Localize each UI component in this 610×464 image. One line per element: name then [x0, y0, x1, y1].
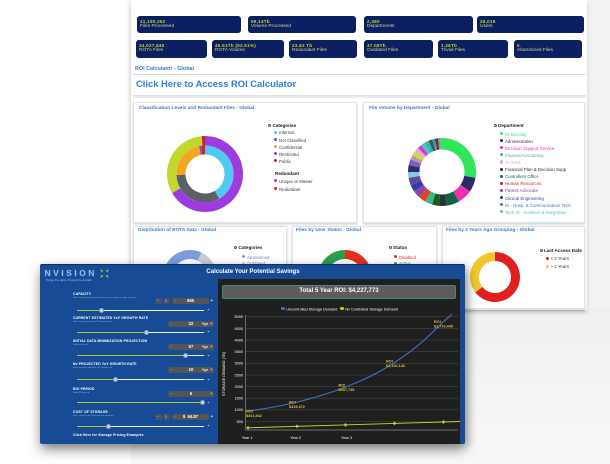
svg-text:Year 2: Year 2 — [290, 436, 301, 440]
svg-text:5000: 5000 — [235, 315, 243, 319]
svg-text:$419,472: $419,472 — [289, 405, 305, 409]
svg-text:$697,748: $697,748 — [339, 388, 355, 392]
svg-text:1000: 1000 — [235, 408, 243, 412]
svg-text:ROI: ROI — [386, 360, 393, 364]
svg-text:2500: 2500 — [235, 373, 243, 377]
svg-text:$1,770,445: $1,770,445 — [434, 325, 453, 329]
svg-text:500: 500 — [237, 420, 243, 424]
svg-text:ROI: ROI — [246, 410, 253, 414]
svg-text:Year 3: Year 3 — [341, 436, 352, 440]
svg-text:2000: 2000 — [235, 385, 243, 389]
svg-text:3000: 3000 — [235, 362, 243, 366]
svg-text:STORAGE DEMAND (TB): STORAGE DEMAND (TB) — [222, 351, 226, 396]
svg-text:3500: 3500 — [235, 350, 243, 354]
svg-text:4500: 4500 — [235, 327, 243, 331]
svg-text:ROI: ROI — [289, 401, 296, 405]
svg-text:ROI: ROI — [434, 320, 441, 324]
svg-text:$341,942: $341,942 — [246, 414, 262, 418]
svg-text:4000: 4000 — [235, 339, 243, 343]
svg-text:Year 1: Year 1 — [242, 436, 253, 440]
svg-text:$1,110,148: $1,110,148 — [386, 364, 405, 368]
svg-text:ROI: ROI — [339, 384, 346, 388]
svg-text:1500: 1500 — [235, 397, 243, 401]
